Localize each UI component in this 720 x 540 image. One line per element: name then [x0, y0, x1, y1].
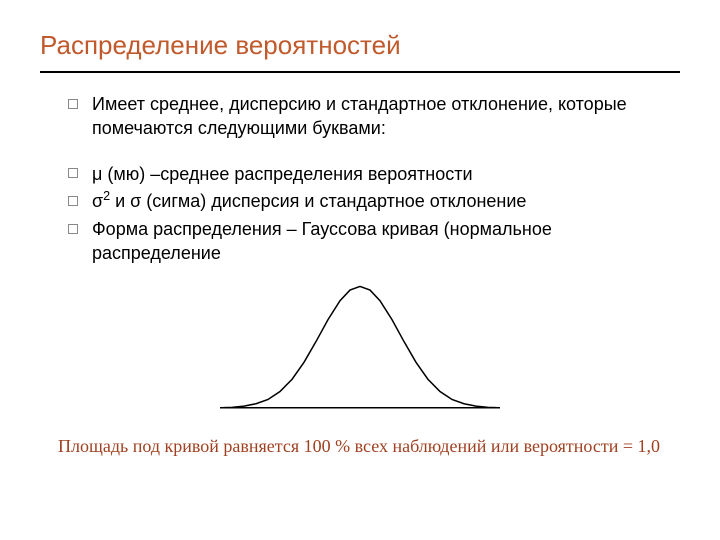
footnote-text: Площадь под кривой равняется 100 % всех …	[58, 435, 662, 458]
bullet-shape: Форма распределения – Гауссова кривая (н…	[68, 218, 670, 266]
slide: Распределение вероятностей Имеет среднее…	[0, 0, 720, 540]
detail-list: μ (мю) –среднее распределения вероятност…	[40, 163, 680, 266]
slide-title: Распределение вероятностей	[40, 30, 680, 61]
intro-bullet-text: Имеет среднее, дисперсию и стандартное о…	[92, 94, 627, 138]
bullet-mu: μ (мю) –среднее распределения вероятност…	[68, 163, 670, 187]
bullet-sigma-post: и σ (сигма) дисперсия и стандартное откл…	[110, 191, 526, 211]
bullet-shape-text: Форма распределения – Гауссова кривая (н…	[92, 219, 552, 263]
bullet-mu-text: μ (мю) –среднее распределения вероятност…	[92, 164, 473, 184]
bullet-sigma-pre: σ	[92, 191, 103, 211]
bell-curve-path	[220, 286, 500, 407]
intro-bullet: Имеет среднее, дисперсию и стандартное о…	[68, 93, 670, 141]
bullet-sigma: σ2 и σ (сигма) дисперсия и стандартное о…	[68, 190, 670, 214]
intro-list: Имеет среднее, дисперсию и стандартное о…	[40, 93, 680, 141]
title-rule	[40, 71, 680, 73]
chart-container	[40, 272, 680, 427]
spacer	[40, 153, 680, 163]
bell-curve-chart	[210, 272, 510, 422]
